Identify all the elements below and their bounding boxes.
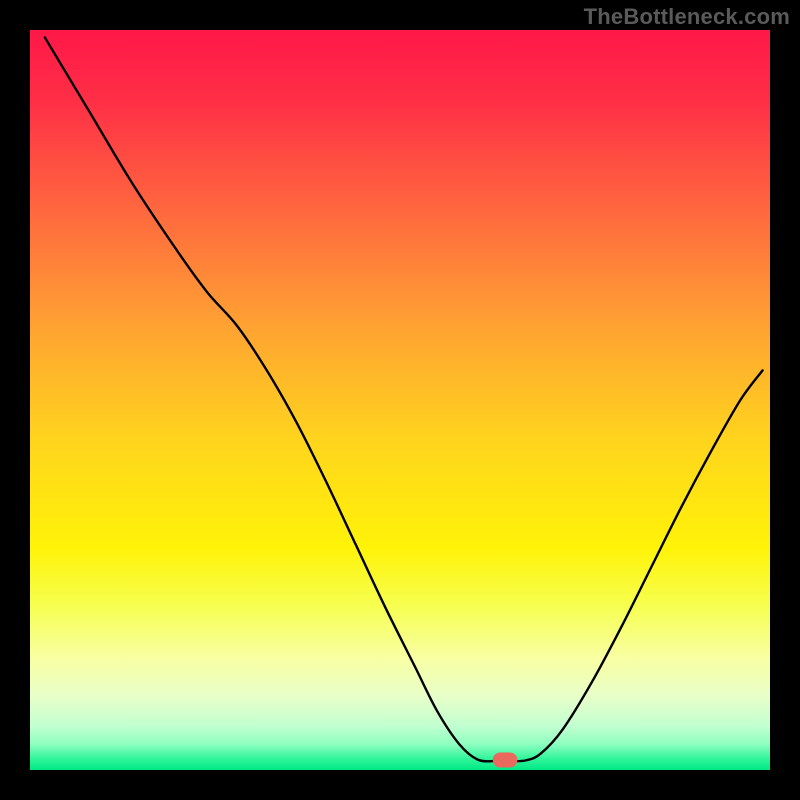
plot-background <box>30 30 770 770</box>
chart-stage: TheBottleneck.com <box>0 0 800 800</box>
bottleneck-curve-chart <box>0 0 800 800</box>
optimal-point-marker <box>493 753 517 767</box>
watermark-text: TheBottleneck.com <box>584 4 790 30</box>
